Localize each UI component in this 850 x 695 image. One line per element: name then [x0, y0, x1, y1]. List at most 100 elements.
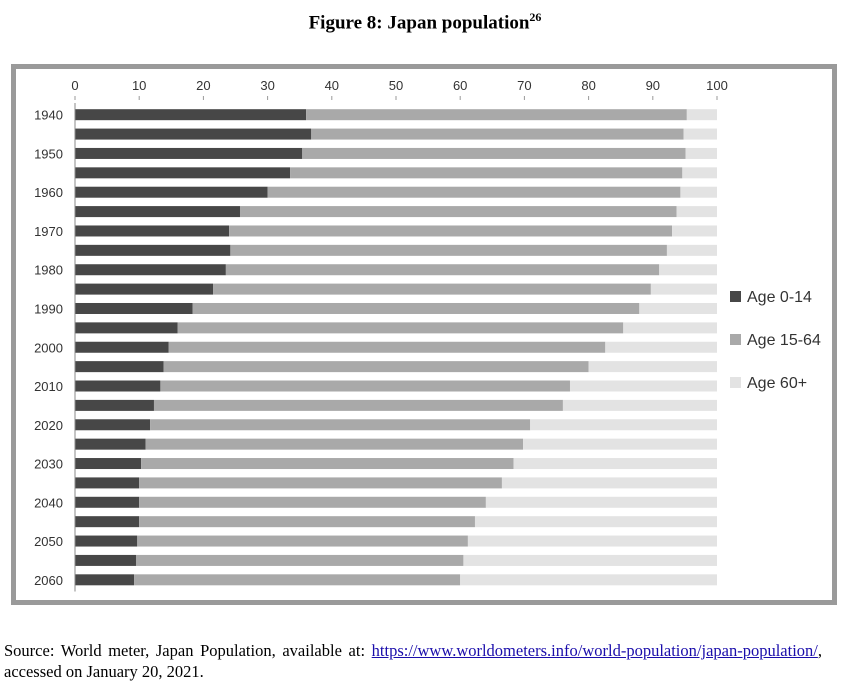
y-tick-label: 1980 [34, 263, 63, 278]
bar-segment [75, 128, 312, 140]
x-tick-label: 30 [260, 78, 274, 93]
bar-segment [75, 167, 291, 179]
bar-segment [230, 244, 667, 256]
bar-segment [683, 128, 717, 140]
bar-segment [676, 206, 717, 218]
bar-segment [75, 554, 136, 566]
bar-segment [75, 535, 138, 547]
bar-segment [659, 264, 717, 276]
bar-segment [139, 516, 475, 528]
y-tick-label: 1950 [34, 146, 63, 161]
bar-segment [562, 399, 717, 411]
bar-segment [623, 322, 717, 334]
bar-segment [75, 264, 226, 276]
figure-title-text: Figure 8: Japan population [308, 12, 530, 34]
bar-segment [139, 496, 486, 508]
bar-segment [672, 225, 717, 237]
y-tick-label: 2010 [34, 379, 63, 394]
bar-segment [686, 109, 717, 121]
bar-segment [569, 380, 717, 392]
bar-segment [192, 302, 640, 314]
bar-segment [239, 206, 677, 218]
source-note: Source: World meter, Japan Population, a… [4, 640, 822, 682]
footnote-ref: 26 [529, 10, 542, 24]
x-tick-label: 90 [646, 78, 660, 93]
chart-panel: 0 10 20 30 40 50 60 70 80 90 100 1940 1950 1960 1970 19… [16, 69, 832, 600]
bar-segment [75, 244, 231, 256]
y-tick-label: 2020 [34, 418, 63, 433]
bar-segment [75, 109, 307, 121]
y-tick-label: 2000 [34, 340, 63, 355]
bar-segment [650, 283, 717, 295]
bar-segment [639, 302, 717, 314]
legend-swatch [730, 377, 741, 388]
bar-segment [474, 516, 717, 528]
bar-segment [588, 361, 717, 373]
bar-segment [135, 554, 464, 566]
bar-segment [150, 419, 531, 431]
bar-segment [302, 147, 686, 159]
y-tick-label: 2040 [34, 495, 63, 510]
bar-segment [75, 361, 164, 373]
bar-segment [513, 458, 717, 470]
x-tick-label: 60 [453, 78, 467, 93]
bar-segment [75, 380, 161, 392]
y-tick-label: 2030 [34, 457, 63, 472]
bar-segment [75, 496, 140, 508]
bar-segment [213, 283, 651, 295]
bar-segment [141, 458, 514, 470]
y-tick-label: 1970 [34, 224, 63, 239]
x-tick-label: 70 [517, 78, 531, 93]
bar-segment [168, 341, 606, 353]
bar-segment [75, 516, 140, 528]
bar-segment [75, 419, 151, 431]
figure-title: Figure 8: Japan population26 [0, 10, 850, 34]
x-tick-label: 0 [71, 78, 78, 93]
bar-segment [225, 264, 660, 276]
bar-segment [75, 302, 193, 314]
y-tick-label: 1990 [34, 301, 63, 316]
bar-segment [290, 167, 683, 179]
bar-segment [605, 341, 717, 353]
chart-frame: 0 10 20 30 40 50 60 70 80 90 100 1940 1950 1960 1970 19… [11, 64, 837, 605]
source-link[interactable]: https://www.worldometers.info/world-popu… [371, 641, 818, 660]
x-tick-label: 20 [196, 78, 210, 93]
legend-swatch [730, 291, 741, 302]
bar-segment [137, 535, 468, 547]
bar-segment [139, 477, 502, 489]
bar-segment [75, 458, 142, 470]
bar-segment [311, 128, 684, 140]
bar-segment [177, 322, 624, 334]
x-tick-label: 80 [581, 78, 595, 93]
y-tick-label: 1940 [34, 108, 63, 123]
bar-segment [153, 399, 563, 411]
bar-segment [229, 225, 673, 237]
bar-segment [75, 341, 169, 353]
bar-segment [523, 438, 717, 450]
bar-segment [75, 399, 154, 411]
bar-segment [145, 438, 524, 450]
bar-segment [460, 574, 717, 586]
bar-segment [75, 574, 135, 586]
bar-segment [75, 147, 303, 159]
bar-segment [530, 419, 717, 431]
bar-segment [134, 574, 461, 586]
y-tick-label: 2060 [34, 573, 63, 588]
bar-segment [463, 554, 717, 566]
bar-segment [75, 225, 230, 237]
legend-swatch [730, 334, 741, 345]
x-tick-label: 50 [389, 78, 403, 93]
bar-segment [160, 380, 570, 392]
source-prefix: Source: World meter, Japan Population, a… [4, 641, 366, 660]
x-tick-label: 40 [325, 78, 339, 93]
bar-segment [75, 322, 178, 334]
bar-segment [75, 477, 140, 489]
bar-segment [75, 206, 240, 218]
bar-segment [75, 283, 214, 295]
x-tick-label: 10 [132, 78, 146, 93]
population-chart: 0 10 20 30 40 50 60 70 80 90 100194019501960197019… [34, 78, 821, 592]
bar-segment [685, 147, 717, 159]
legend-label: Age 0-14 [747, 289, 812, 306]
bar-segment [75, 186, 268, 198]
bar-segment [306, 109, 687, 121]
